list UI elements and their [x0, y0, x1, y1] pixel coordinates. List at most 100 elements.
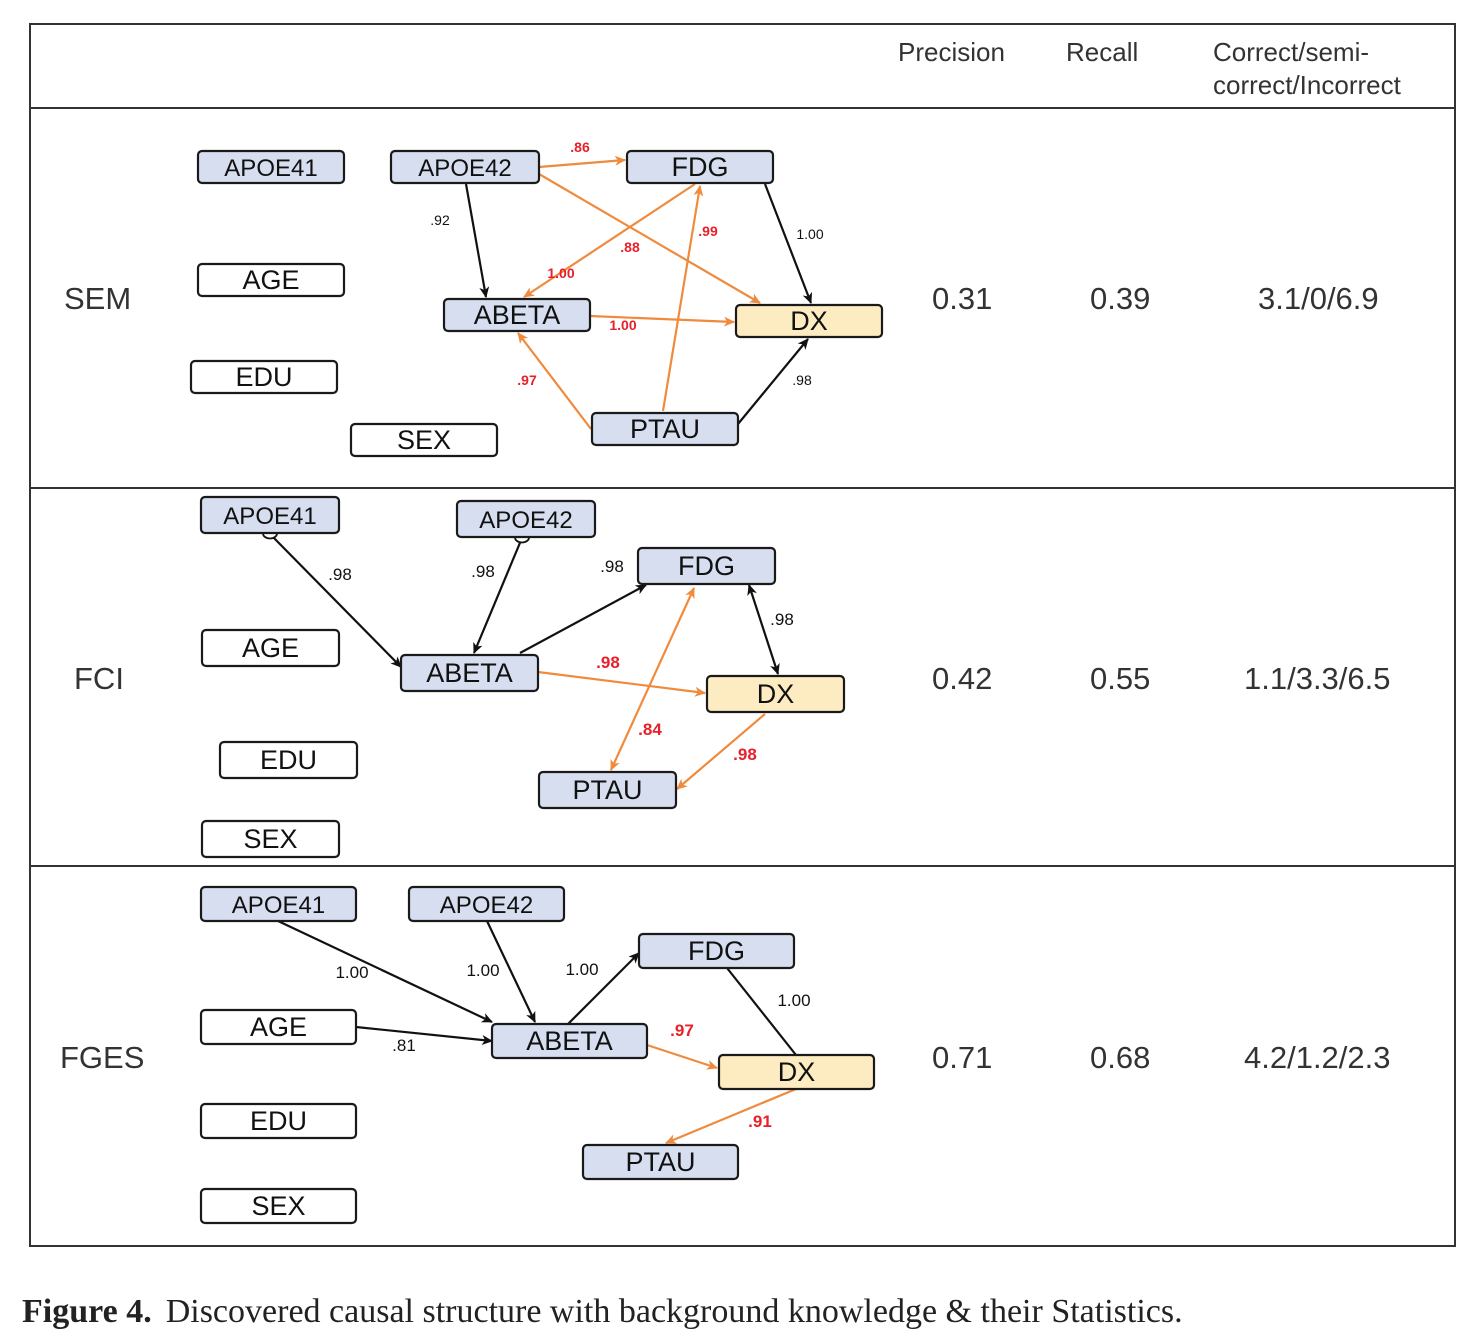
edge-weight-label-fci: .98: [328, 565, 352, 584]
edge-fges-dx-to-ptau: [665, 1087, 797, 1145]
edge-weight-label-fci: .98: [471, 562, 495, 581]
node-box-fges-age: [199, 1008, 358, 1046]
edge-fci-abeta-to-fdg: [519, 584, 647, 654]
edge-fges-apoe41-to-abeta: [277, 920, 493, 1023]
precision-header: Precision: [898, 37, 1005, 67]
edge-sem-apoe42-to-fdg: [538, 155, 626, 169]
table-frame: [29, 23, 1456, 1247]
edge-fges-apoe42-to-abeta: [486, 920, 536, 1023]
node-label-fges-edu: EDU: [250, 1106, 307, 1136]
recall-value-sem: 0.39: [1090, 281, 1151, 316]
edge-sem-ptau-to-dx: [737, 338, 809, 425]
node-label-sem-sex: SEX: [397, 425, 451, 455]
node-box-fci-sex: [200, 819, 341, 859]
node-box-fges-dx: [717, 1053, 876, 1091]
edge-weight-label-fges: .91: [748, 1112, 772, 1131]
edge-sem-apoe42-to-abeta: [464, 183, 490, 298]
edge-weight-label-sem: 1.00: [609, 317, 636, 333]
node-box-fci-dx: [705, 674, 846, 714]
node-box-fci-fdg: [636, 546, 777, 586]
edge-sem-abeta-to-dx: [589, 314, 735, 327]
node-label-fci-age: AGE: [242, 633, 299, 663]
edge-weight-label-sem: .86: [570, 139, 590, 155]
node-label-fci-ptau: PTAU: [572, 775, 642, 805]
edge-weight-label-sem: 1.00: [796, 226, 823, 242]
node-label-fges-apoe41: APOE41: [232, 892, 325, 919]
node-label-sem-abeta: ABETA: [474, 300, 561, 330]
node-label-fci-abeta: ABETA: [426, 658, 513, 688]
edge-weight-label-sem: .99: [698, 223, 718, 239]
edge-weight-label-fges: .81: [392, 1036, 416, 1055]
node-box-fges-fdg: [637, 932, 796, 970]
node-box-sem-ptau: [590, 411, 740, 447]
edge-fges-fdg-to-dx: [726, 967, 797, 1056]
node-box-sem-fdg: [625, 149, 775, 185]
edge-weight-label-sem: .88: [620, 239, 640, 255]
node-box-fges-apoe42: [407, 885, 566, 923]
node-label-fges-dx: DX: [778, 1057, 816, 1087]
edge-weight-label-sem: .97: [517, 372, 537, 388]
edge-fci-apoe42-to-abeta: [472, 537, 524, 654]
row-label-fges: FGES: [60, 1040, 145, 1075]
edge-fci-fdg-to-ptau: [609, 587, 696, 771]
edge-weight-label-fci: .98: [596, 653, 620, 672]
node-label-fci-sex: SEX: [243, 824, 297, 854]
precision-value-fges: 0.71: [932, 1040, 993, 1075]
node-box-fci-apoe41: [199, 495, 341, 535]
edge-weight-label-fci: .98: [600, 557, 624, 576]
edge-weight-label-fci: .98: [733, 745, 757, 764]
node-label-fges-abeta: ABETA: [526, 1026, 613, 1056]
edge-sem-fdg-to-abeta: [523, 183, 696, 298]
edge-fci-dx-to-ptau: [676, 713, 766, 790]
edge-weight-label-fges: 1.00: [335, 963, 368, 982]
node-label-fci-edu: EDU: [260, 745, 317, 775]
recall-value-fges: 0.68: [1090, 1040, 1151, 1075]
edge-fci-apoe41-to-abeta: [269, 533, 402, 668]
caption-text: Discovered causal structure with backgro…: [165, 1293, 1183, 1330]
recall-value-fci: 0.55: [1090, 661, 1151, 696]
recall-header: Recall: [1066, 37, 1139, 67]
edge-weight-label-fges: 1.00: [565, 960, 598, 979]
node-label-fci-apoe42: APOE42: [479, 507, 572, 534]
node-box-fci-ptau: [537, 770, 678, 810]
edge-weight-label-sem: .98: [792, 372, 812, 388]
node-label-fges-age: AGE: [250, 1012, 307, 1042]
node-box-fges-abeta: [490, 1022, 649, 1060]
node-label-sem-apoe41: APOE41: [224, 155, 317, 182]
edge-weight-label-fges: 1.00: [777, 991, 810, 1010]
node-label-sem-age: AGE: [242, 265, 299, 295]
node-label-sem-dx: DX: [790, 306, 828, 336]
edge-fci-abeta-to-dx: [537, 670, 706, 697]
edge-fges-abeta-to-fdg: [567, 952, 640, 1025]
node-box-sem-age: [196, 262, 346, 298]
edge-weight-label-sem: 1.00: [547, 265, 574, 281]
node-label-sem-edu: EDU: [235, 362, 292, 392]
node-label-fges-apoe42: APOE42: [440, 892, 533, 919]
ccr-value-fci: 1.1/3.3/6.5: [1244, 661, 1391, 696]
node-label-fci-apoe41: APOE41: [223, 503, 316, 530]
node-box-fci-abeta: [399, 653, 540, 693]
node-box-fges-sex: [199, 1187, 358, 1225]
node-label-fci-dx: DX: [757, 679, 795, 709]
ccr-header-line1: Correct/semi-: [1213, 37, 1370, 67]
ccr-value-fges: 4.2/1.2/2.3: [1244, 1040, 1391, 1075]
node-label-sem-fdg: FDG: [672, 152, 729, 182]
node-label-fci-fdg: FDG: [678, 551, 735, 581]
node-box-sem-apoe41: [196, 149, 346, 185]
edge-fges-age-to-abeta: [355, 1025, 493, 1045]
caption-label: Figure 4.: [22, 1293, 152, 1330]
edge-sem-ptau-to-abeta: [517, 332, 592, 430]
edge-weight-label-fci: .84: [638, 720, 662, 739]
node-box-fci-edu: [218, 740, 359, 780]
ccr-value-sem: 3.1/0/6.9: [1258, 281, 1379, 316]
edge-fci-fdg-to-dx: [747, 584, 780, 675]
edge-sem-ptau-to-fdg: [661, 185, 704, 412]
edge-weight-label-sem: .92: [430, 212, 450, 228]
edge-weight-label-fges: .97: [670, 1021, 694, 1040]
node-box-sem-sex: [349, 422, 499, 458]
node-box-fci-age: [200, 628, 341, 668]
node-label-fges-sex: SEX: [251, 1191, 305, 1221]
edge-weight-label-fges: 1.00: [466, 961, 499, 980]
node-box-sem-edu: [189, 359, 339, 395]
